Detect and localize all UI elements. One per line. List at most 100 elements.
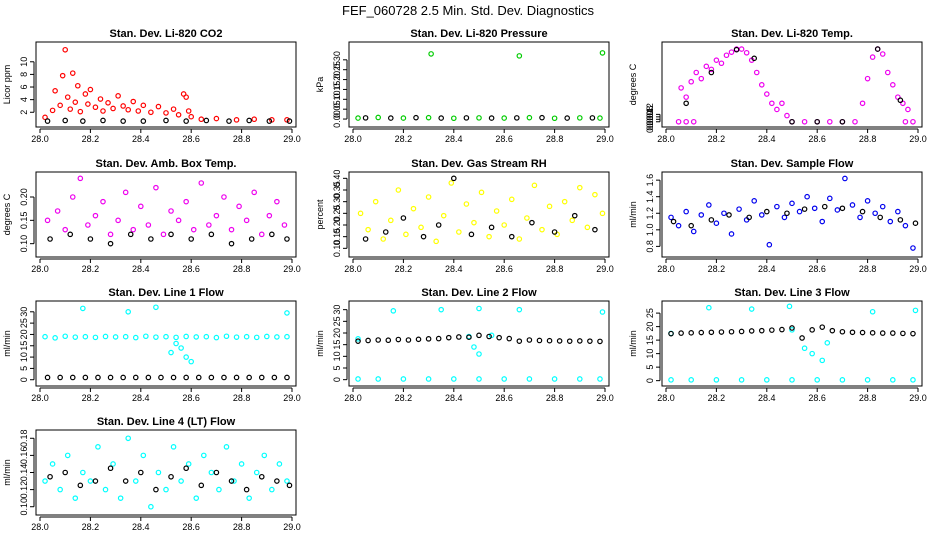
point-selected — [120, 118, 126, 124]
point-all — [728, 49, 735, 55]
point-all — [859, 100, 866, 107]
panel-title: Stan. Dev. Amb. Box Temp. — [96, 158, 237, 170]
point-all — [213, 212, 220, 219]
x-tick-label: 28.2 — [82, 264, 100, 274]
x-tick-label: 28.6 — [808, 264, 826, 274]
point-all — [675, 222, 682, 229]
point-all — [213, 115, 220, 122]
point-all — [425, 194, 432, 200]
point-selected — [100, 117, 106, 124]
point-selected — [44, 118, 51, 124]
point-outliers — [153, 304, 159, 311]
x-tick-label: 28.6 — [808, 134, 826, 144]
x-tick-label: 28.6 — [182, 393, 200, 403]
point-all — [206, 222, 212, 228]
point-zero-row — [852, 118, 858, 125]
y-axis-label: degrees C — [628, 63, 638, 105]
x-tick-label: 28.2 — [82, 522, 100, 532]
y-axis-label: ml/min — [315, 330, 325, 357]
point-all — [185, 108, 192, 114]
x-tick-label: 28.0 — [344, 134, 362, 144]
x-tick-label: 28.4 — [758, 264, 776, 274]
point-selected — [425, 336, 432, 342]
point-all — [148, 109, 154, 116]
point-selected — [148, 236, 154, 242]
point-all — [178, 478, 184, 484]
point-all — [748, 306, 755, 312]
y-tick-label: 1.6 — [645, 174, 655, 187]
point-all — [92, 212, 99, 219]
point-all — [42, 114, 48, 121]
point-selected — [789, 325, 795, 331]
point-all — [375, 114, 382, 121]
point-selected — [82, 374, 89, 381]
point-selected — [246, 117, 252, 124]
point-all — [198, 116, 205, 123]
point-all — [723, 52, 730, 59]
point-all — [400, 115, 407, 121]
x-tick-label: 29.0 — [596, 134, 614, 144]
point-all — [62, 46, 68, 53]
point-selected — [869, 330, 876, 336]
x-tick-label: 28.0 — [657, 134, 675, 144]
panel-9: Stan. Dev. Line 3 Flow ml/min 28.0 28.2 28.4… — [628, 287, 927, 403]
x-tick-label: 28.6 — [182, 522, 200, 532]
point-selected — [120, 374, 126, 381]
y-axis-label: degrees C — [2, 193, 12, 235]
point-all — [814, 377, 821, 383]
x-tick-label: 28.0 — [31, 393, 49, 403]
point-selected — [486, 333, 492, 340]
points — [42, 46, 293, 124]
point-all — [258, 231, 265, 238]
point-all — [274, 198, 280, 205]
x-tick-label: 28.2 — [82, 134, 100, 144]
point-selected — [226, 118, 232, 124]
point-selected — [284, 236, 290, 242]
y-tick-label: 0.14 — [19, 464, 29, 482]
point-all — [668, 377, 674, 383]
point-all — [493, 208, 500, 214]
point-zero-row — [902, 118, 909, 125]
y-tick-label: 1.0 — [645, 224, 655, 237]
point-all — [683, 94, 689, 100]
y-tick-label: 0.004 — [645, 108, 655, 131]
x-tick-label: 28.8 — [233, 522, 251, 532]
point-all — [100, 198, 106, 205]
point-selected — [95, 374, 101, 381]
point-selected — [271, 374, 278, 381]
point-all — [69, 194, 76, 200]
point-all — [713, 377, 720, 383]
point-all — [476, 115, 482, 121]
point-all — [819, 357, 826, 364]
x-axis: 28.0 28.2 28.4 28.6 28.8 29.0 — [31, 258, 301, 274]
y-axis-label: kPa — [315, 77, 325, 93]
y-axis: 2 4 6 8 10 — [19, 57, 35, 115]
point-all — [145, 222, 152, 228]
point-selected — [814, 118, 821, 125]
point-all — [105, 100, 111, 106]
point-all — [87, 478, 94, 484]
plot-frame — [661, 41, 923, 128]
y-tick-label: 0.16 — [19, 447, 29, 465]
point-selected — [208, 231, 215, 238]
point-all — [72, 495, 79, 501]
panel-title: Stan. Dev. Sample Flow — [731, 158, 854, 170]
y-tick-label: 0.40 — [332, 170, 342, 188]
point-all — [54, 208, 61, 214]
point-selected — [564, 115, 571, 121]
point-selected — [529, 219, 535, 226]
x-tick-label: 28.4 — [758, 393, 776, 403]
y-tick-label: 20 — [19, 329, 29, 339]
point-all — [59, 72, 66, 79]
point-all — [766, 241, 773, 248]
y-tick-label: 15 — [19, 341, 29, 351]
point-all — [390, 308, 397, 314]
point-selected — [758, 327, 765, 334]
x-tick-label: 29.0 — [283, 522, 301, 532]
point-all — [208, 469, 215, 476]
point-selected — [746, 214, 752, 221]
x-tick-label: 28.4 — [132, 264, 150, 274]
x-tick-label: 28.2 — [708, 264, 726, 274]
y-tick-label: 0.12 — [19, 481, 29, 499]
